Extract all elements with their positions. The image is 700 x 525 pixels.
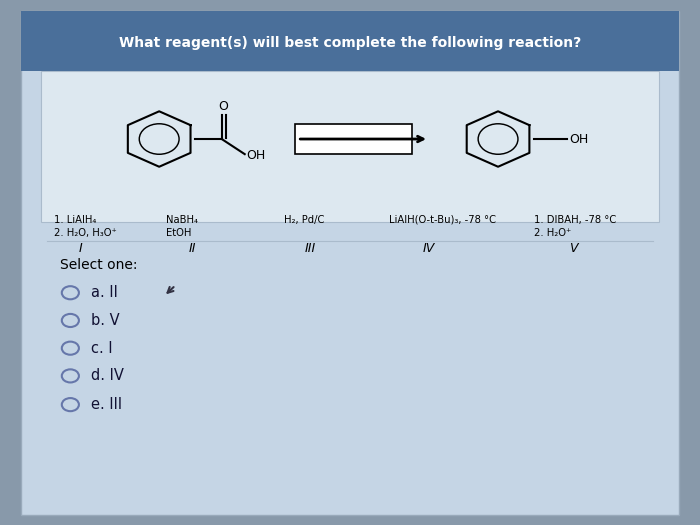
Text: IV: IV [423, 242, 435, 255]
Text: III: III [305, 242, 316, 255]
Text: O: O [218, 100, 229, 113]
FancyBboxPatch shape [21, 10, 679, 514]
Text: 2. H₂O⁺: 2. H₂O⁺ [534, 228, 571, 238]
Text: 1. LiAlH₄: 1. LiAlH₄ [54, 215, 97, 225]
Text: H₂, Pd/C: H₂, Pd/C [284, 215, 325, 225]
Text: 2. H₂O, H₃O⁺: 2. H₂O, H₃O⁺ [54, 228, 117, 238]
Text: b. V: b. V [91, 313, 120, 328]
Text: c. I: c. I [91, 341, 113, 355]
Text: OH: OH [246, 149, 266, 162]
Text: 1. DIBAH, -78 °C: 1. DIBAH, -78 °C [534, 215, 617, 225]
FancyBboxPatch shape [21, 10, 679, 71]
Text: a. II: a. II [91, 285, 118, 300]
Text: OH: OH [569, 132, 589, 145]
Text: What reagent(s) will best complete the following reaction?: What reagent(s) will best complete the f… [119, 36, 581, 50]
Text: II: II [188, 242, 196, 255]
FancyBboxPatch shape [41, 71, 659, 222]
Text: EtOH: EtOH [166, 228, 191, 238]
Text: V: V [570, 242, 578, 255]
FancyBboxPatch shape [295, 124, 412, 154]
Text: I: I [78, 242, 82, 255]
Text: d. IV: d. IV [91, 369, 124, 383]
Text: Select one:: Select one: [60, 258, 138, 272]
Text: LiAlH(O-t-Bu)₃, -78 °C: LiAlH(O-t-Bu)₃, -78 °C [389, 215, 496, 225]
Text: NaBH₄: NaBH₄ [166, 215, 198, 225]
Text: e. III: e. III [91, 397, 122, 412]
